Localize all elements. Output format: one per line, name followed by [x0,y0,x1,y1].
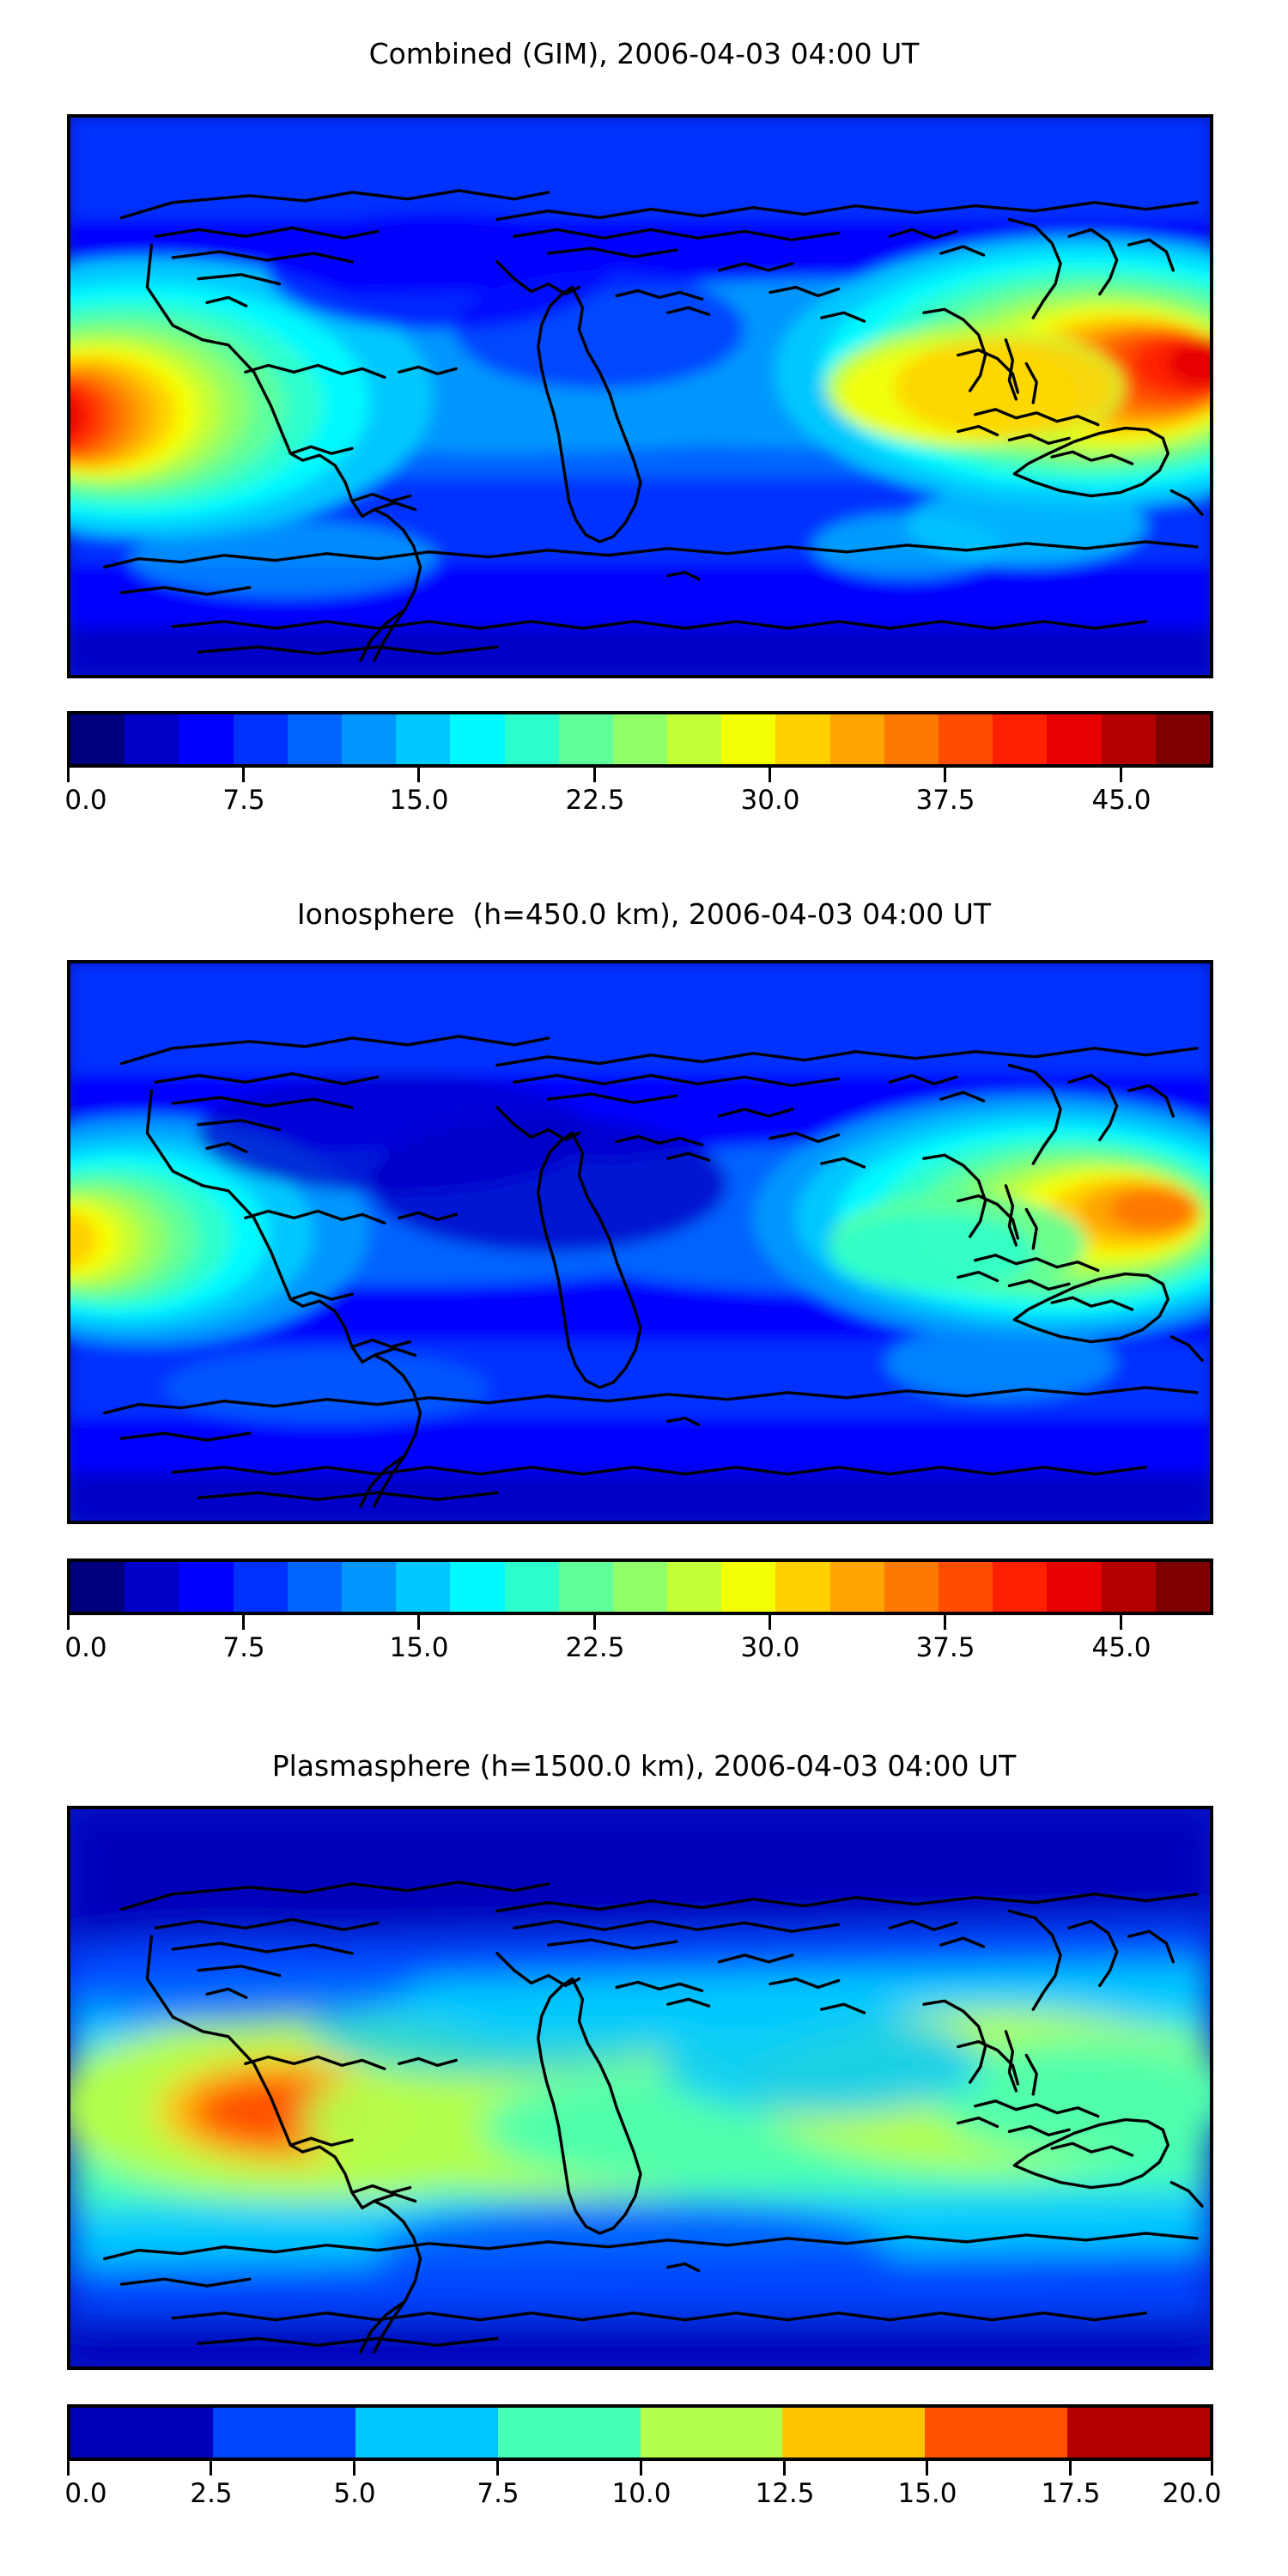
panel-title-ionosphere: Ionosphere (h=450.0 km), 2006-04-03 04:0… [296,897,992,931]
panel-title-combined-gim: Combined (GIM), 2006-04-03 04:00 UT [368,37,920,70]
cbar1-tick-6: 45.0 [1091,785,1151,816]
panel-ionosphere: Ionosphere (h=450.0 km), 2006-04-03 04:0… [0,859,1288,1717]
cbar3-tick-5: 12.5 [755,2478,815,2509]
cbar3-tick-8: 20.0 [1162,2478,1222,2509]
cbar1-tick-1: 7.5 [222,785,265,816]
map-combined-gim [67,114,1213,678]
cbar3-tick-1: 2.5 [190,2478,233,2509]
colorbar-labels-plasmasphere: 0.0 2.5 5.0 7.5 10.0 12.5 15.0 17.5 20.0 [64,2478,1221,2516]
cbar2-tick-5: 37.5 [915,1632,975,1663]
cbar2-tick-3: 22.5 [565,1632,625,1663]
cbar3-tick-2: 5.0 [333,2478,376,2509]
cbar3-tick-6: 15.0 [897,2478,957,2509]
colorbar-gradient-ionosphere [67,1558,1213,1615]
map-ionosphere [67,960,1213,1524]
map-plasmasphere [67,1806,1213,2370]
cbar1-tick-5: 37.5 [915,785,975,816]
colorbar-labels-ionosphere: 0.0 7.5 15.0 22.5 30.0 37.5 45.0 [64,1632,1213,1670]
cbar1-tick-4: 30.0 [740,785,800,816]
cbar3-tick-0: 0.0 [64,2478,107,2509]
cbar1-tick-0: 0.0 [64,785,107,816]
colorbar-labels-combined-gim: 0.0 7.5 15.0 22.5 30.0 37.5 45.0 [64,785,1213,823]
map-canvas-plasmasphere [70,1809,1210,2366]
cbar3-tick-7: 17.5 [1041,2478,1101,2509]
panel-title-plasmasphere: Plasmasphere (h=1500.0 km), 2006-04-03 0… [271,1749,1017,1783]
cbar2-tick-0: 0.0 [64,1632,107,1663]
colorbar-gradient-combined-gim [67,711,1213,768]
cbar2-tick-6: 45.0 [1091,1632,1151,1663]
panel-plasmasphere: Plasmasphere (h=1500.0 km), 2006-04-03 0… [0,1717,1288,2576]
colorbar-gradient-plasmasphere [67,2404,1213,2461]
cbar2-tick-2: 15.0 [389,1632,449,1663]
map-canvas-combined-gim [70,118,1210,675]
cbar3-tick-4: 10.0 [611,2478,671,2509]
colorbar-ticks-ionosphere [67,1615,1213,1631]
cbar2-tick-4: 30.0 [740,1632,800,1663]
cbar2-tick-1: 7.5 [222,1632,265,1663]
cbar1-tick-3: 22.5 [565,785,625,816]
cbar3-tick-3: 7.5 [477,2478,519,2509]
cbar1-tick-2: 15.0 [389,785,449,816]
panel-combined-gim: Combined (GIM), 2006-04-03 04:00 UT [0,0,1288,859]
colorbar-ticks-plasmasphere [67,2461,1213,2476]
map-canvas-ionosphere [70,963,1210,1521]
colorbar-ticks-combined-gim [67,768,1213,783]
